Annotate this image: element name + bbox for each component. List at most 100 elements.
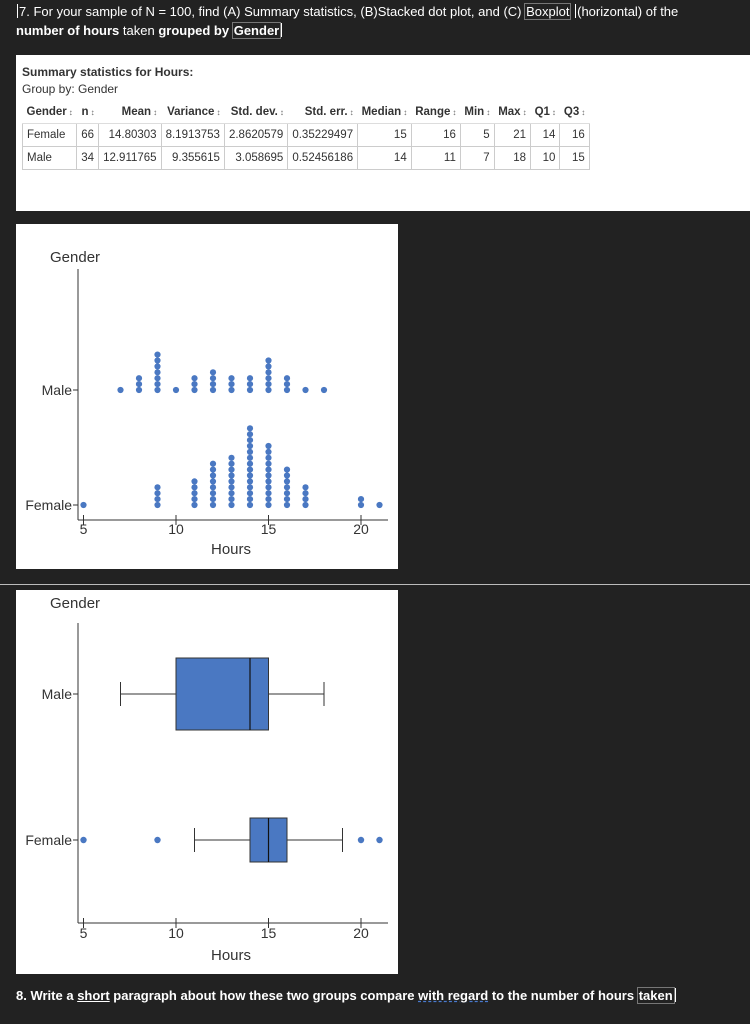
dot-male xyxy=(172,386,180,394)
dot-male xyxy=(135,386,143,394)
taken-word[interactable]: taken xyxy=(636,987,675,1004)
column-header-gender[interactable]: Gender ↕ xyxy=(22,101,77,124)
boxplot-word[interactable]: Boxplot xyxy=(524,3,572,20)
column-header-max[interactable]: Max ↕ xyxy=(494,101,531,124)
gender-word[interactable]: Gender xyxy=(231,22,282,39)
dot-female xyxy=(265,484,272,491)
summary-title: Summary statistics for Hours: xyxy=(22,65,194,79)
dot-female xyxy=(154,484,161,491)
dot-female xyxy=(246,478,254,485)
dot-female xyxy=(246,460,254,467)
question-7-line2-text: taken xyxy=(119,23,159,38)
sort-icon[interactable]: ↕ xyxy=(403,108,408,117)
dot-male xyxy=(154,357,161,364)
dot-female xyxy=(209,466,217,473)
dot-female xyxy=(228,490,235,497)
dot-male xyxy=(228,386,235,394)
dot-female xyxy=(246,425,254,432)
dot-male xyxy=(246,386,254,394)
x-tick-label: 20 xyxy=(353,925,369,941)
dot-female xyxy=(228,466,235,473)
dot-female xyxy=(228,478,235,485)
box-male xyxy=(175,657,269,731)
dot-male xyxy=(209,369,217,376)
dot-male xyxy=(283,381,291,388)
table-cell: 12.911765 xyxy=(98,146,162,170)
dot-female xyxy=(357,496,365,503)
dot-male xyxy=(154,369,161,376)
dot-male xyxy=(209,375,217,382)
sort-icon[interactable]: ↕ xyxy=(452,108,457,117)
column-header-q3[interactable]: Q3 ↕ xyxy=(559,101,590,124)
table-cell: 34 xyxy=(76,146,100,170)
dot-male xyxy=(265,363,272,370)
dot-female xyxy=(283,478,291,485)
dot-female xyxy=(154,501,161,509)
summary-statistics-panel: Summary statistics for Hours: Group by: … xyxy=(16,55,750,211)
dot-female xyxy=(209,484,217,491)
question-7-line2-bold-2: grouped by xyxy=(158,23,230,38)
dot-female xyxy=(228,484,235,491)
dot-female xyxy=(357,501,365,509)
dot-male xyxy=(265,369,272,376)
sort-icon[interactable]: ↕ xyxy=(551,108,556,117)
dot-female xyxy=(283,496,291,503)
dot-female xyxy=(228,496,235,503)
dot-female xyxy=(228,501,235,509)
table-cell: 21 xyxy=(493,123,532,147)
table-cell: 9.355615 xyxy=(160,146,225,170)
dot-male xyxy=(265,357,272,364)
dot-female xyxy=(265,472,272,479)
y-tick-label-male: Male xyxy=(42,686,73,702)
dot-male xyxy=(209,381,217,388)
column-header-median[interactable]: Median ↕ xyxy=(357,101,412,124)
dot-female xyxy=(209,490,217,497)
question-8-text-2: paragraph about how these two groups com… xyxy=(109,988,419,1003)
sort-icon[interactable]: ↕ xyxy=(486,108,491,117)
sort-icon[interactable]: ↕ xyxy=(581,108,586,117)
table-cell: 2.8620579 xyxy=(223,123,289,147)
dot-plot-y-title: Gender xyxy=(50,249,100,266)
dot-female xyxy=(265,460,272,467)
sort-icon[interactable]: ↕ xyxy=(90,108,95,117)
sort-icon[interactable]: ↕ xyxy=(153,108,158,117)
column-header-n[interactable]: n ↕ xyxy=(76,101,99,124)
sort-icon[interactable]: ↕ xyxy=(522,108,527,117)
column-header-variance[interactable]: Variance ↕ xyxy=(161,101,225,124)
dot-female xyxy=(265,442,272,450)
table-cell: 66 xyxy=(76,123,100,147)
x-tick-label: 10 xyxy=(168,925,184,941)
dot-female xyxy=(246,466,254,473)
sort-icon[interactable]: ↕ xyxy=(68,108,73,117)
dot-male xyxy=(265,375,272,382)
dot-female xyxy=(209,460,217,467)
question-7-line2-bold: number of hours xyxy=(16,23,120,38)
column-header-std-err-[interactable]: Std. err. ↕ xyxy=(287,101,358,124)
sort-icon[interactable]: ↕ xyxy=(279,108,284,117)
dot-female xyxy=(302,496,309,503)
text-cursor-3 xyxy=(281,23,283,37)
table-cell: 16 xyxy=(559,123,590,147)
dot-female xyxy=(265,501,272,509)
outlier-female xyxy=(80,836,87,844)
column-header-q1[interactable]: Q1 ↕ xyxy=(530,101,560,124)
column-header-min[interactable]: Min ↕ xyxy=(460,101,495,124)
dot-female xyxy=(191,478,198,485)
dot-plot-x-title: Hours xyxy=(211,541,251,558)
column-header-std-dev-[interactable]: Std. dev. ↕ xyxy=(224,101,288,124)
column-header-mean[interactable]: Mean ↕ xyxy=(98,101,162,124)
text-cursor-4 xyxy=(674,988,676,1002)
sort-icon[interactable]: ↕ xyxy=(216,108,221,117)
summary-header-row: Gender ↕ n ↕ Mean ↕ Variance ↕ Std. dev. ↕ Std. er… xyxy=(22,101,590,124)
y-tick-label-female: Female xyxy=(25,832,72,848)
column-header-range[interactable]: Range ↕ xyxy=(411,101,461,124)
sort-icon[interactable]: ↕ xyxy=(349,108,354,117)
dot-female xyxy=(265,490,272,497)
outlier-female xyxy=(154,836,161,844)
y-tick-label-male: Male xyxy=(42,382,73,398)
dot-male xyxy=(135,381,143,388)
dot-female xyxy=(246,437,254,444)
text-cursor xyxy=(17,4,18,18)
table-cell: Female xyxy=(21,123,78,147)
x-tick-label: 5 xyxy=(80,521,88,537)
